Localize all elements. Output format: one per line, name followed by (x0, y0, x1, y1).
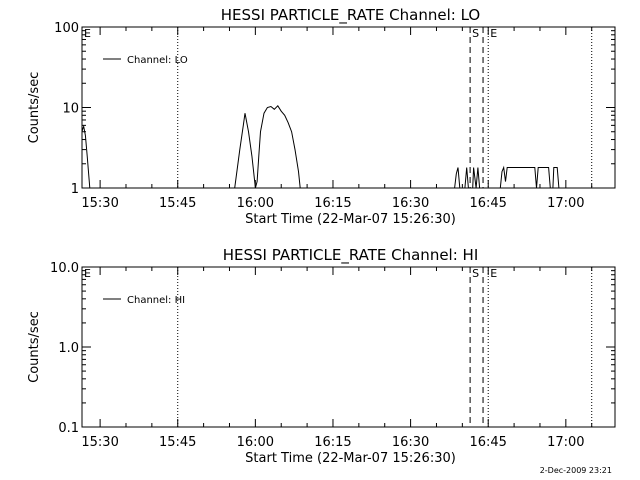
legend-label: Channel: HI (127, 295, 185, 306)
x-tick-label: 15:30 (81, 435, 118, 450)
x-axis-label: Start Time (22-Mar-07 15:26:30) (245, 451, 456, 466)
y-axis-label: Counts/sec (27, 72, 42, 144)
corner-label: E (84, 267, 91, 280)
x-tick-label: 17:00 (547, 435, 584, 450)
plot-frame (81, 266, 616, 428)
event-label: E (490, 27, 497, 40)
event-label: S (472, 27, 479, 40)
y-axis-label: Counts/sec (27, 311, 42, 383)
y-tick-label: 100 (54, 21, 79, 36)
corner-label: E (84, 27, 91, 40)
x-tick-label: 16:45 (469, 435, 506, 450)
y-tick-label: 1 (71, 182, 79, 197)
event-label: S (472, 267, 479, 280)
panel-title: HESSI PARTICLE_RATE Channel: HI (223, 246, 479, 265)
panel-title: HESSI PARTICLE_RATE Channel: LO (221, 6, 480, 25)
panel-hi: HESSI PARTICLE_RATE Channel: HI Counts/se… (27, 246, 616, 466)
x-tick-label: 16:00 (237, 196, 274, 211)
x-tick-label: 16:30 (392, 196, 429, 211)
x-tick-label: 16:15 (314, 435, 351, 450)
x-axis-label: Start Time (22-Mar-07 15:26:30) (245, 212, 456, 227)
x-tick-label: 16:00 (237, 435, 274, 450)
x-tick-label: 17:00 (547, 196, 584, 211)
x-tick-label: 15:30 (81, 196, 118, 211)
footer-timestamp: 2-Dec-2009 23:21 (540, 466, 612, 475)
x-tick-label: 15:45 (159, 435, 196, 450)
y-tick-label: 0.1 (58, 421, 79, 436)
x-tick-label: 16:30 (392, 435, 429, 450)
event-label: E (490, 267, 497, 280)
x-tick-label: 16:15 (314, 196, 351, 211)
x-tick-label: 16:45 (469, 196, 506, 211)
legend-label: Channel: LO (127, 55, 188, 66)
x-tick-label: 15:45 (159, 196, 196, 211)
series-line (82, 105, 560, 188)
panel-lo: HESSI PARTICLE_RATE Channel: LO Counts/se… (27, 6, 616, 227)
plot-frame (81, 26, 616, 189)
y-tick-label: 1.0 (58, 341, 79, 356)
y-tick-label: 10.0 (50, 261, 79, 276)
y-tick-label: 10 (62, 102, 79, 117)
